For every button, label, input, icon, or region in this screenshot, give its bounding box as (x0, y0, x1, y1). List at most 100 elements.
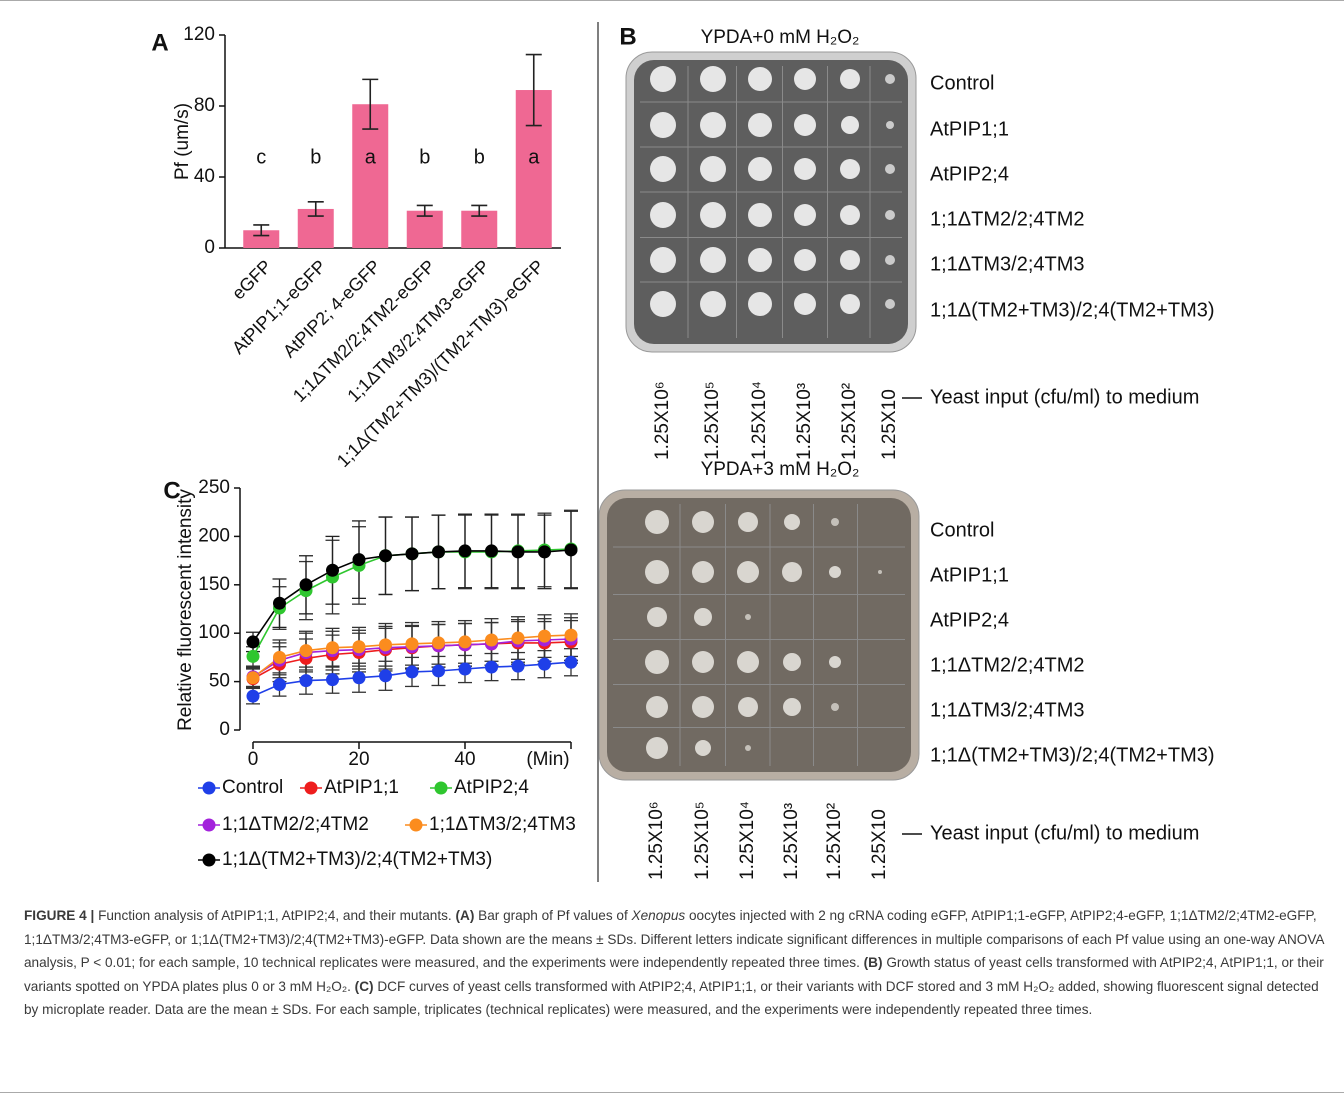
x-tick-label: AtPIP1;1-eGFP (228, 256, 330, 358)
significance-letter: a (528, 146, 540, 168)
yeast-spot (650, 112, 676, 138)
yeast-spot (737, 651, 759, 673)
y-axis-label: Pf (um/s) (172, 103, 193, 180)
yeast-spot (878, 570, 882, 574)
dilution-label: 1.25X10⁵ (702, 381, 723, 460)
data-point (512, 660, 525, 673)
y-tick-label: 50 (209, 671, 230, 692)
yeast-spot (829, 656, 841, 668)
y-tick-label: 0 (219, 719, 230, 740)
legend-marker (305, 782, 318, 795)
yeast-spot (650, 66, 676, 92)
x-tick-label: 40 (454, 749, 475, 770)
data-point (326, 673, 339, 686)
dilution-label: 1.25X10⁶ (646, 801, 667, 880)
y-tick-label: 200 (198, 525, 230, 546)
row-label: 1;1Δ(TM2+TM3)/2;4(TM2+TM3) (930, 299, 1215, 321)
yeast-spot (794, 204, 816, 226)
data-point (565, 543, 578, 556)
yeast-spot (700, 66, 726, 92)
y-tick-label: 250 (198, 477, 230, 498)
significance-letter: b (310, 146, 321, 168)
data-point (538, 658, 551, 671)
yeast-spot (738, 512, 758, 532)
yeast-spot (783, 653, 801, 671)
x-tick-label: 0 (248, 749, 259, 770)
yeast-spot (841, 116, 859, 134)
row-label: 1;1ΔTM2/2;4TM2 (930, 654, 1085, 676)
yeast-spot (745, 614, 751, 620)
data-point (459, 663, 472, 676)
data-point (247, 650, 260, 663)
data-point (353, 671, 366, 684)
yeast-spot (738, 697, 758, 717)
legend-label: Control (222, 777, 283, 798)
yeast-spot (885, 210, 895, 220)
data-point (485, 661, 498, 674)
x-axis-label: (Min) (526, 749, 569, 770)
row-label: AtPIP2;4 (930, 163, 1009, 185)
data-point (485, 633, 498, 646)
yeast-spot (700, 291, 726, 317)
yeast-spot (748, 157, 772, 181)
data-point (353, 553, 366, 566)
data-point (538, 630, 551, 643)
caption-label: (A) (455, 908, 474, 923)
yeast-spot (700, 156, 726, 182)
y-tick-label: 150 (198, 574, 230, 595)
yeast-spot (737, 561, 759, 583)
yeast-spot (784, 514, 800, 530)
yeast-spot (646, 737, 668, 759)
yeast-spot (885, 74, 895, 84)
caption-label: FIGURE 4 | (24, 908, 94, 923)
yeast-spot (695, 740, 711, 756)
yeast-spot (840, 159, 860, 179)
y-tick-label: 120 (183, 24, 215, 45)
significance-letter: c (256, 146, 266, 168)
yeast-spot (645, 650, 669, 674)
plate-title: YPDA+3 mM H₂O₂ (701, 459, 860, 480)
yeast-spot (794, 249, 816, 271)
caption: FIGURE 4 | Function analysis of AtPIP1;1… (24, 904, 1324, 1022)
yeast-spot (748, 67, 772, 91)
data-point (538, 545, 551, 558)
legend-label: 1;1ΔTM3/2;4TM3 (429, 814, 576, 835)
yeast-spot (748, 248, 772, 272)
yeast-spot (885, 164, 895, 174)
data-point (247, 671, 260, 684)
row-label: 1;1Δ(TM2+TM3)/2;4(TM2+TM3) (930, 744, 1215, 766)
legend-marker (203, 854, 216, 867)
plate-title: YPDA+0 mM H₂O₂ (701, 27, 860, 48)
yeast-spot (794, 68, 816, 90)
yeast-spot (748, 113, 772, 137)
dilution-label: 1.25X10² (824, 803, 845, 880)
data-point (406, 637, 419, 650)
dilution-label: 1.25X10³ (794, 383, 815, 460)
caption-text: Function analysis of AtPIP1;1, AtPIP2;4,… (98, 908, 452, 923)
row-label: AtPIP1;1 (930, 564, 1009, 586)
yeast-spot (700, 247, 726, 273)
yeast-spot (829, 566, 841, 578)
data-point (379, 638, 392, 651)
dilution-label: 1.25X10 (869, 809, 890, 880)
row-label: Control (930, 72, 994, 94)
yeast-spot (692, 511, 714, 533)
caption-text: Xenopus (632, 908, 686, 923)
data-point (459, 544, 472, 557)
yeast-spot (694, 608, 712, 626)
data-point (273, 678, 286, 691)
data-point (432, 636, 445, 649)
yeast-spot (782, 562, 802, 582)
dilution-label: 1.25X10 (879, 389, 900, 460)
dilution-label: 1.25X10⁶ (652, 381, 673, 460)
data-point (353, 640, 366, 653)
data-point (512, 632, 525, 645)
yeast-spot (700, 112, 726, 138)
legend-label: 1;1Δ(TM2+TM3)/2;4(TM2+TM3) (222, 849, 492, 870)
yeast-spot (886, 121, 894, 129)
yeast-spot (645, 560, 669, 584)
data-point (273, 651, 286, 664)
legend-label: 1;1ΔTM2/2;4TM2 (222, 814, 369, 835)
yeast-spot (646, 696, 668, 718)
yeast-spot (692, 651, 714, 673)
